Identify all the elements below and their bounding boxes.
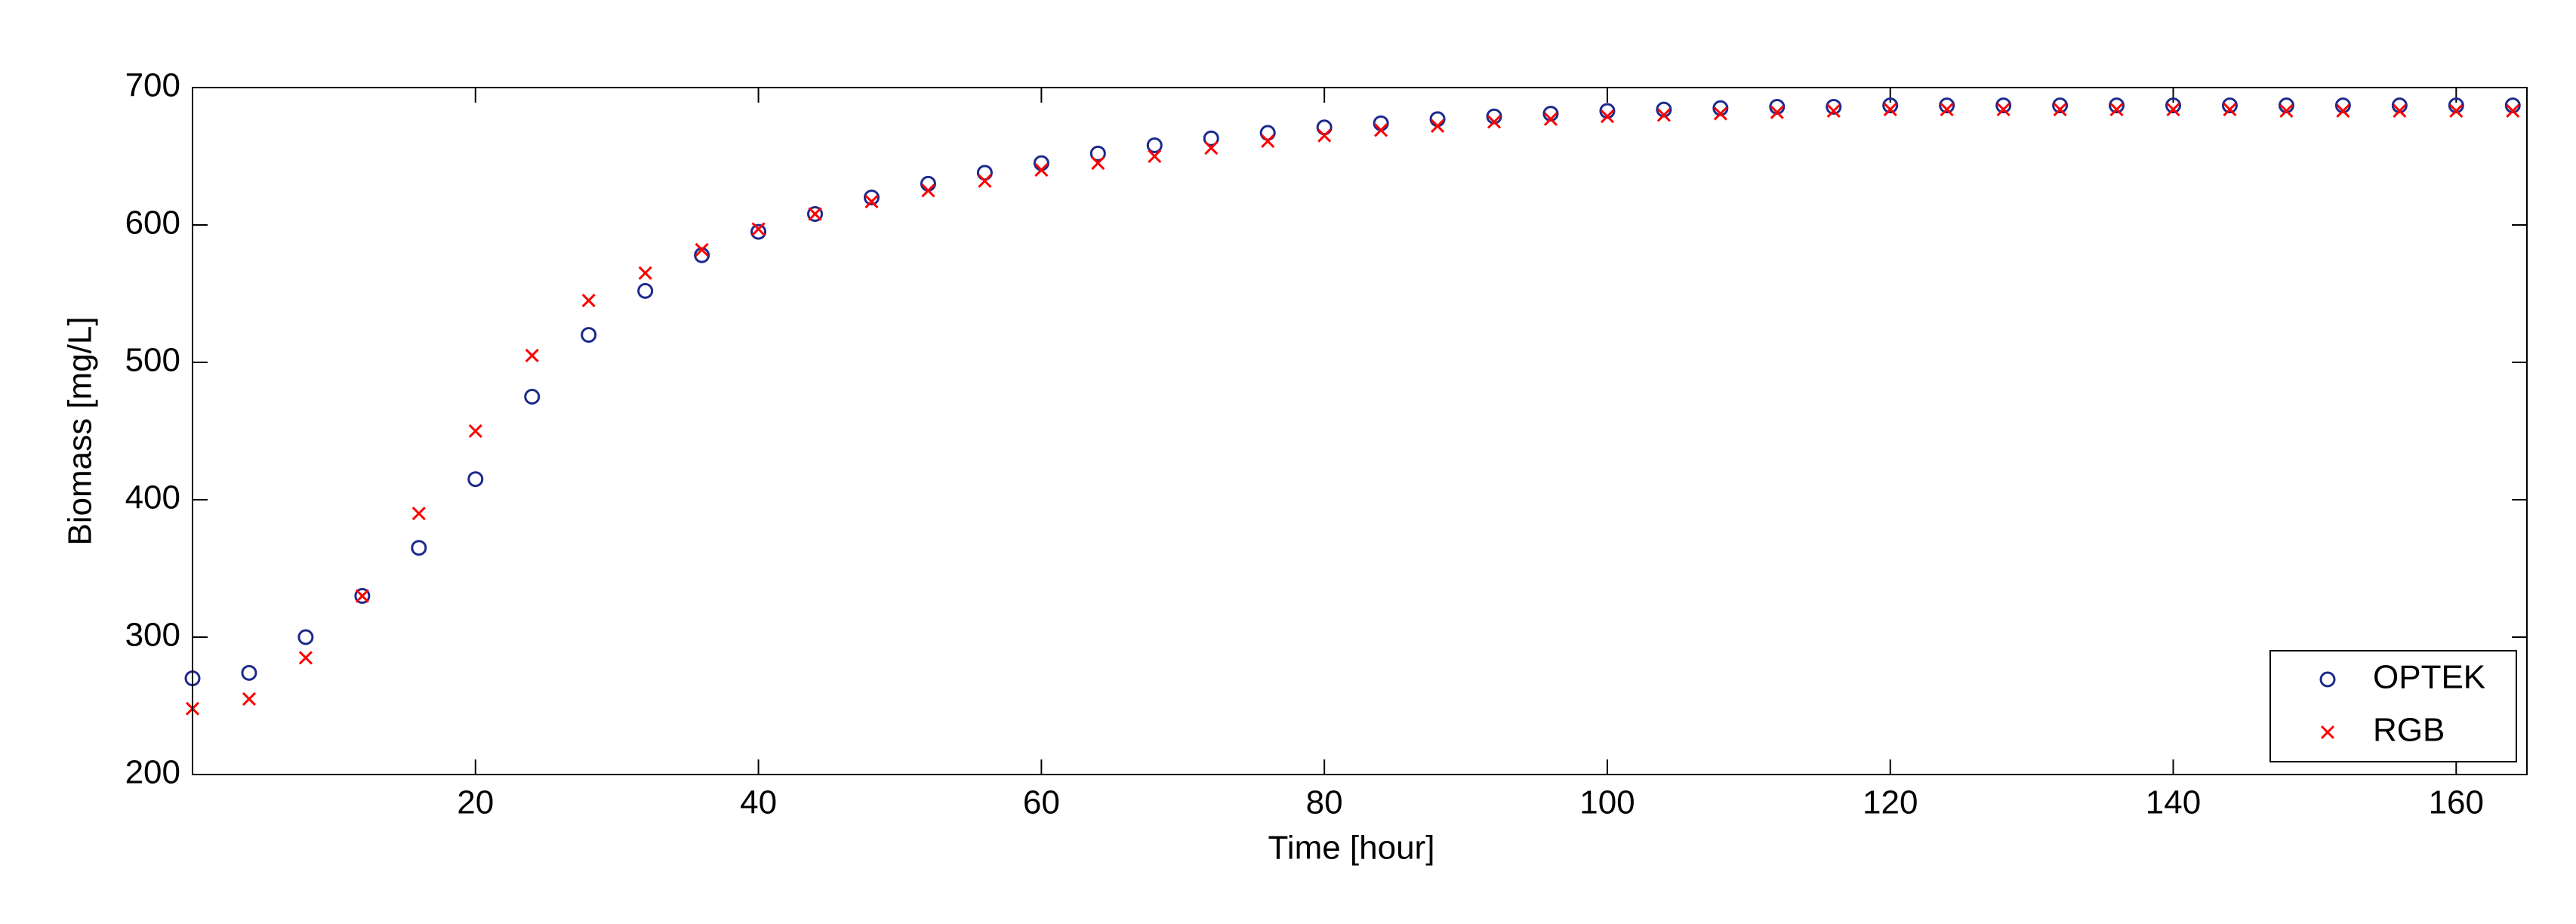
data-point [355,589,369,603]
data-point [1431,119,1445,134]
data-point [638,266,652,280]
data-point [1995,97,2012,114]
x-tick-label: 120 [1863,784,1918,821]
plot-frame [192,87,2528,775]
data-point [1939,97,1955,114]
y-tick-label: 700 [125,67,180,104]
data-point [1543,112,1558,126]
data-point [525,348,539,362]
data-point [2449,103,2464,119]
data-point [524,389,541,405]
data-point [2506,103,2520,119]
data-point [808,207,822,221]
data-point [2279,103,2294,119]
data-point [750,223,767,240]
data-point [1826,103,1841,119]
data-point [2053,103,2067,117]
data-point [2166,103,2180,117]
data-point [2223,103,2237,117]
y-tick-label: 200 [125,754,180,791]
data-point [2109,103,2124,117]
data-point [581,327,597,343]
x-tick-label: 40 [740,784,777,821]
data-point [1091,156,1105,171]
data-point [751,222,766,236]
x-tick-label: 80 [1306,784,1343,821]
data-point [978,174,992,188]
data-point [1826,98,1842,115]
x-tick-label: 140 [2146,784,2201,821]
x-axis-label: Time [hour] [1268,830,1435,867]
y-tick-label: 400 [125,479,180,516]
y-tick-label: 500 [125,342,180,379]
data-point [1487,115,1502,129]
data-point [1713,106,1727,121]
y-tick-label: 600 [125,205,180,242]
plot-area [193,88,2527,775]
x-tick-label: 60 [1023,784,1060,821]
data-point [1600,109,1615,124]
y-tick-label: 300 [125,617,180,654]
data-point [1203,130,1219,146]
x-tick-label: 160 [2429,784,2484,821]
data-point [1656,108,1671,122]
data-point [1996,103,2011,117]
data-point [1261,134,1275,149]
data-point [411,540,427,556]
data-point [1882,97,1899,114]
data-point [1034,163,1049,177]
legend-label: OPTEK [2373,659,2485,696]
data-point [864,194,879,209]
data-point [354,587,371,604]
legend-label: RGB [2373,712,2445,749]
data-point [2052,97,2069,114]
y-axis-label: Biomass [mg/L] [62,316,99,545]
data-point [807,205,824,222]
data-point [1374,123,1388,137]
data-point [2221,97,2238,114]
data-point [921,183,935,198]
data-point [1770,105,1784,119]
data-point [1089,145,1106,162]
legend-marker [2320,725,2335,740]
data-point [863,189,880,206]
data-point [1146,137,1163,153]
data-point [241,664,257,681]
legend-marker [2319,671,2336,688]
data-point [1883,103,1897,117]
data-point [2336,103,2350,119]
data-point [2109,97,2125,114]
data-point [298,651,313,665]
data-point [2393,103,2407,119]
data-point [2165,97,2182,114]
data-point [637,282,654,299]
data-point [1940,103,1954,117]
data-point [468,424,482,439]
data-point [1317,128,1332,143]
data-point [581,294,596,308]
data-point [1204,141,1219,156]
data-point [467,471,484,488]
data-point [695,242,709,257]
data-point [242,691,257,706]
data-point [297,629,314,645]
x-tick-label: 20 [457,784,494,821]
x-tick-label: 100 [1579,784,1635,821]
data-point [1148,149,1162,164]
data-point [411,507,426,521]
legend-box [2269,650,2517,762]
